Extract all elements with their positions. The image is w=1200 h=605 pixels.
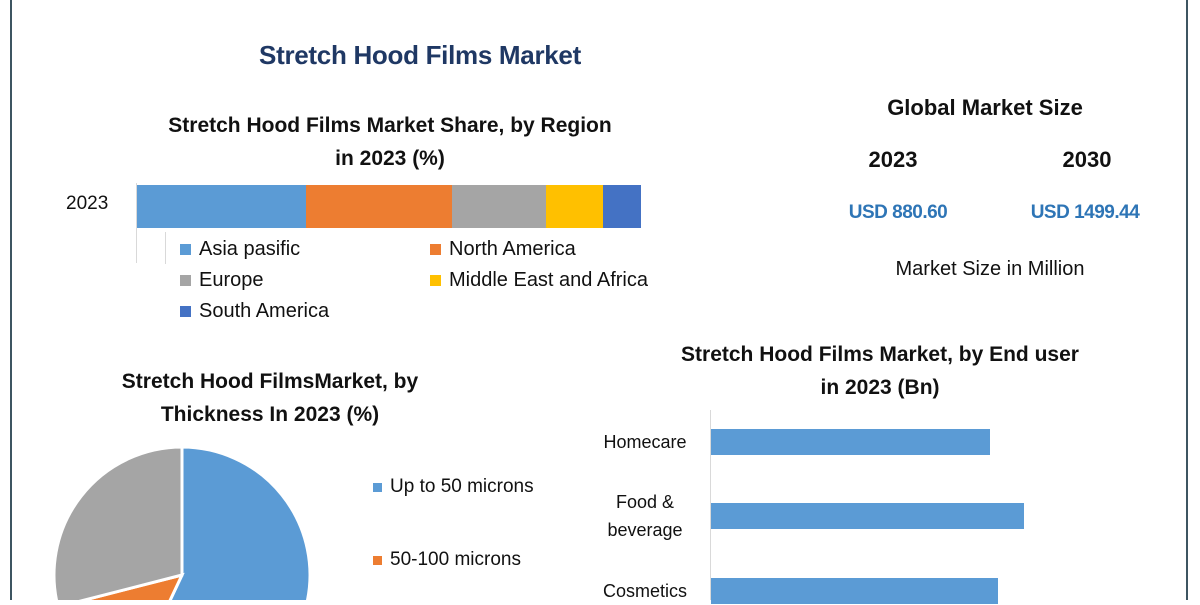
region-axis-line	[136, 183, 137, 263]
market-size-value-2023: USD 880.60	[848, 202, 948, 223]
legend-swatch-icon	[180, 275, 191, 286]
legend-swatch-icon	[180, 244, 191, 255]
thickness-chart-title: Stretch Hood FilmsMarket, by Thickness I…	[80, 365, 460, 431]
enduser-title-line-1: Stretch Hood Films Market, by End user	[681, 343, 1079, 366]
region-segment-3	[546, 185, 604, 228]
pie-slice-2	[52, 445, 184, 600]
region-legend-item-0: Asia pasific	[180, 238, 300, 261]
region-category-label: 2023	[66, 193, 109, 214]
enduser-chart-title: Stretch Hood Films Market, by End user i…	[630, 338, 1130, 404]
region-stacked-bar	[137, 185, 641, 228]
region-chart-title: Stretch Hood Films Market Share, by Regi…	[120, 109, 660, 175]
legend-label: Up to 50 microns	[390, 476, 534, 497]
legend-swatch-icon	[180, 306, 191, 317]
region-legend-item-1: North America	[430, 238, 576, 261]
region-legend-item-3: Middle East and Africa	[430, 269, 648, 292]
frame-border-right	[1186, 0, 1188, 600]
market-size-title: Global Market Size	[887, 95, 1083, 120]
legend-label: North America	[449, 238, 576, 260]
legend-divider	[165, 232, 166, 264]
market-size-year-2030: 2030	[1062, 147, 1112, 172]
legend-label: Europe	[199, 269, 264, 291]
thickness-title-line-2: Thickness In 2023 (%)	[160, 403, 380, 426]
page-title: Stretch Hood Films Market	[259, 40, 581, 70]
market-size-value-2030: USD 1499.44	[1030, 202, 1140, 223]
market-size-year-2023: 2023	[868, 147, 918, 172]
legend-label: Middle East and Africa	[449, 269, 648, 291]
pie-slice-0	[168, 445, 312, 600]
region-segment-1	[305, 185, 452, 228]
region-legend-item-2: Europe	[180, 269, 264, 292]
legend-swatch-icon	[430, 275, 441, 286]
pie-slice-1	[78, 572, 185, 600]
region-legend-item-4: South America	[180, 300, 329, 323]
legend-label: Asia pasific	[199, 238, 301, 260]
region-segment-0	[137, 185, 306, 228]
market-size-unit: Market Size in Million	[895, 258, 1085, 280]
enduser-bar-1	[711, 503, 1024, 529]
legend-label: 50-100 microns	[390, 549, 521, 570]
enduser-axis-line	[710, 410, 711, 600]
legend-swatch-icon	[373, 482, 382, 492]
enduser-category-label: Food & beverage	[607, 492, 683, 540]
frame-border-left	[10, 0, 12, 600]
region-segment-4	[603, 185, 641, 228]
enduser-bar-0	[711, 429, 990, 455]
enduser-category-label: Cosmetics	[602, 581, 687, 601]
region-title-line-1: Stretch Hood Films Market Share, by Regi…	[168, 114, 612, 137]
thickness-pie-chart	[52, 445, 312, 600]
region-title-line-2: in 2023 (%)	[335, 147, 445, 170]
legend-swatch-icon	[373, 555, 382, 565]
enduser-title-line-2: in 2023 (Bn)	[820, 376, 940, 399]
thickness-title-line-1: Stretch Hood FilmsMarket, by	[121, 370, 419, 393]
region-segment-2	[451, 185, 547, 228]
thickness-legend-item-0: Up to 50 microns	[373, 476, 534, 498]
thickness-legend-item-1: 50-100 microns	[373, 549, 521, 571]
legend-swatch-icon	[430, 244, 441, 255]
legend-label: South America	[199, 300, 330, 322]
enduser-category-label: Homecare	[603, 432, 687, 452]
enduser-bar-2	[711, 578, 998, 604]
